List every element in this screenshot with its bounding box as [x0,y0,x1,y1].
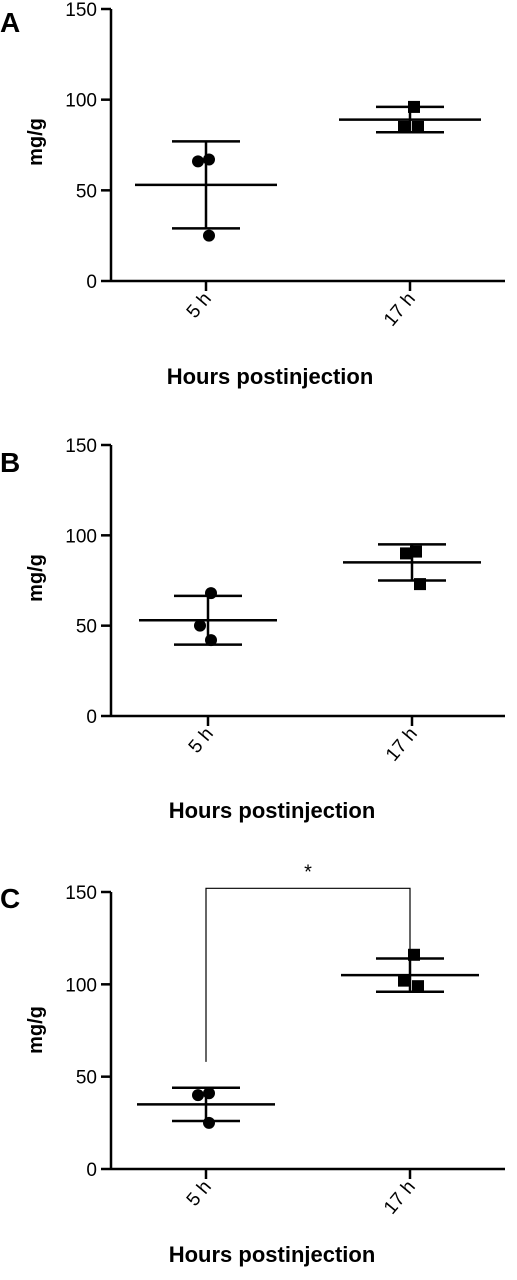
x-tick-label: 5 h [183,1177,216,1211]
data-point-circle [203,229,215,242]
y-axis-label: mg/g [25,118,47,166]
y-tick-label: 100 [65,526,97,547]
data-point-circle [203,1116,215,1129]
panel-c: C mg/g Hours postinjection 0 50 100 150 5 h 1… [0,861,505,1267]
y-axis-label: mg/g [25,1006,47,1054]
y-tick-label: 50 [76,617,97,638]
y-tick-label: 0 [86,272,97,293]
data-point-square [408,948,420,961]
y-tick-label: 150 [65,436,97,457]
data-point-circle [205,587,217,600]
x-axis-label: Hours postinjection [167,364,374,389]
data-point-square [400,547,412,560]
data-point-square [398,974,410,987]
x-tick-label: 5 h [183,289,216,323]
x-axis-label: Hours postinjection [169,1242,376,1267]
panel-b: B mg/g Hours postinjection 0 50 100 150 5 h 1… [0,436,505,823]
y-tick-label: 50 [76,1068,97,1089]
panel-label: B [0,447,20,478]
y-tick-label: 100 [65,975,97,996]
data-point-circle [203,1087,215,1100]
data-point-square [414,578,426,591]
y-tick-label: 0 [86,707,97,728]
x-tick-label: 5 h [185,724,218,758]
significance-bracket [205,887,411,1062]
data-point-square [408,100,420,113]
panel-a: A mg/g Hours postinjection 0 50 100 150 5 h 1… [0,0,505,389]
x-tick-label: 17 h [382,724,422,766]
panel-label: C [0,883,20,914]
y-tick-label: 100 [65,91,97,112]
y-tick-label: 150 [65,883,97,904]
y-tick-label: 0 [86,1160,97,1181]
data-point-square [410,545,422,558]
data-point-square [412,120,424,133]
x-tick-label: 17 h [380,289,420,331]
data-point-circle [203,153,215,166]
data-point-square [412,980,424,993]
x-tick-label: 17 h [380,1177,420,1219]
data-point-circle [192,1089,204,1102]
data-point-circle [192,155,204,168]
x-axis-label: Hours postinjection [169,798,376,823]
y-tick-label: 50 [76,181,97,202]
panel-label: A [0,7,20,38]
y-axis-label: mg/g [25,554,47,602]
y-tick-label: 150 [65,0,97,21]
data-point-circle [205,634,217,647]
significance-label: * [304,861,312,883]
data-point-square [398,120,410,133]
data-point-circle [194,619,206,632]
